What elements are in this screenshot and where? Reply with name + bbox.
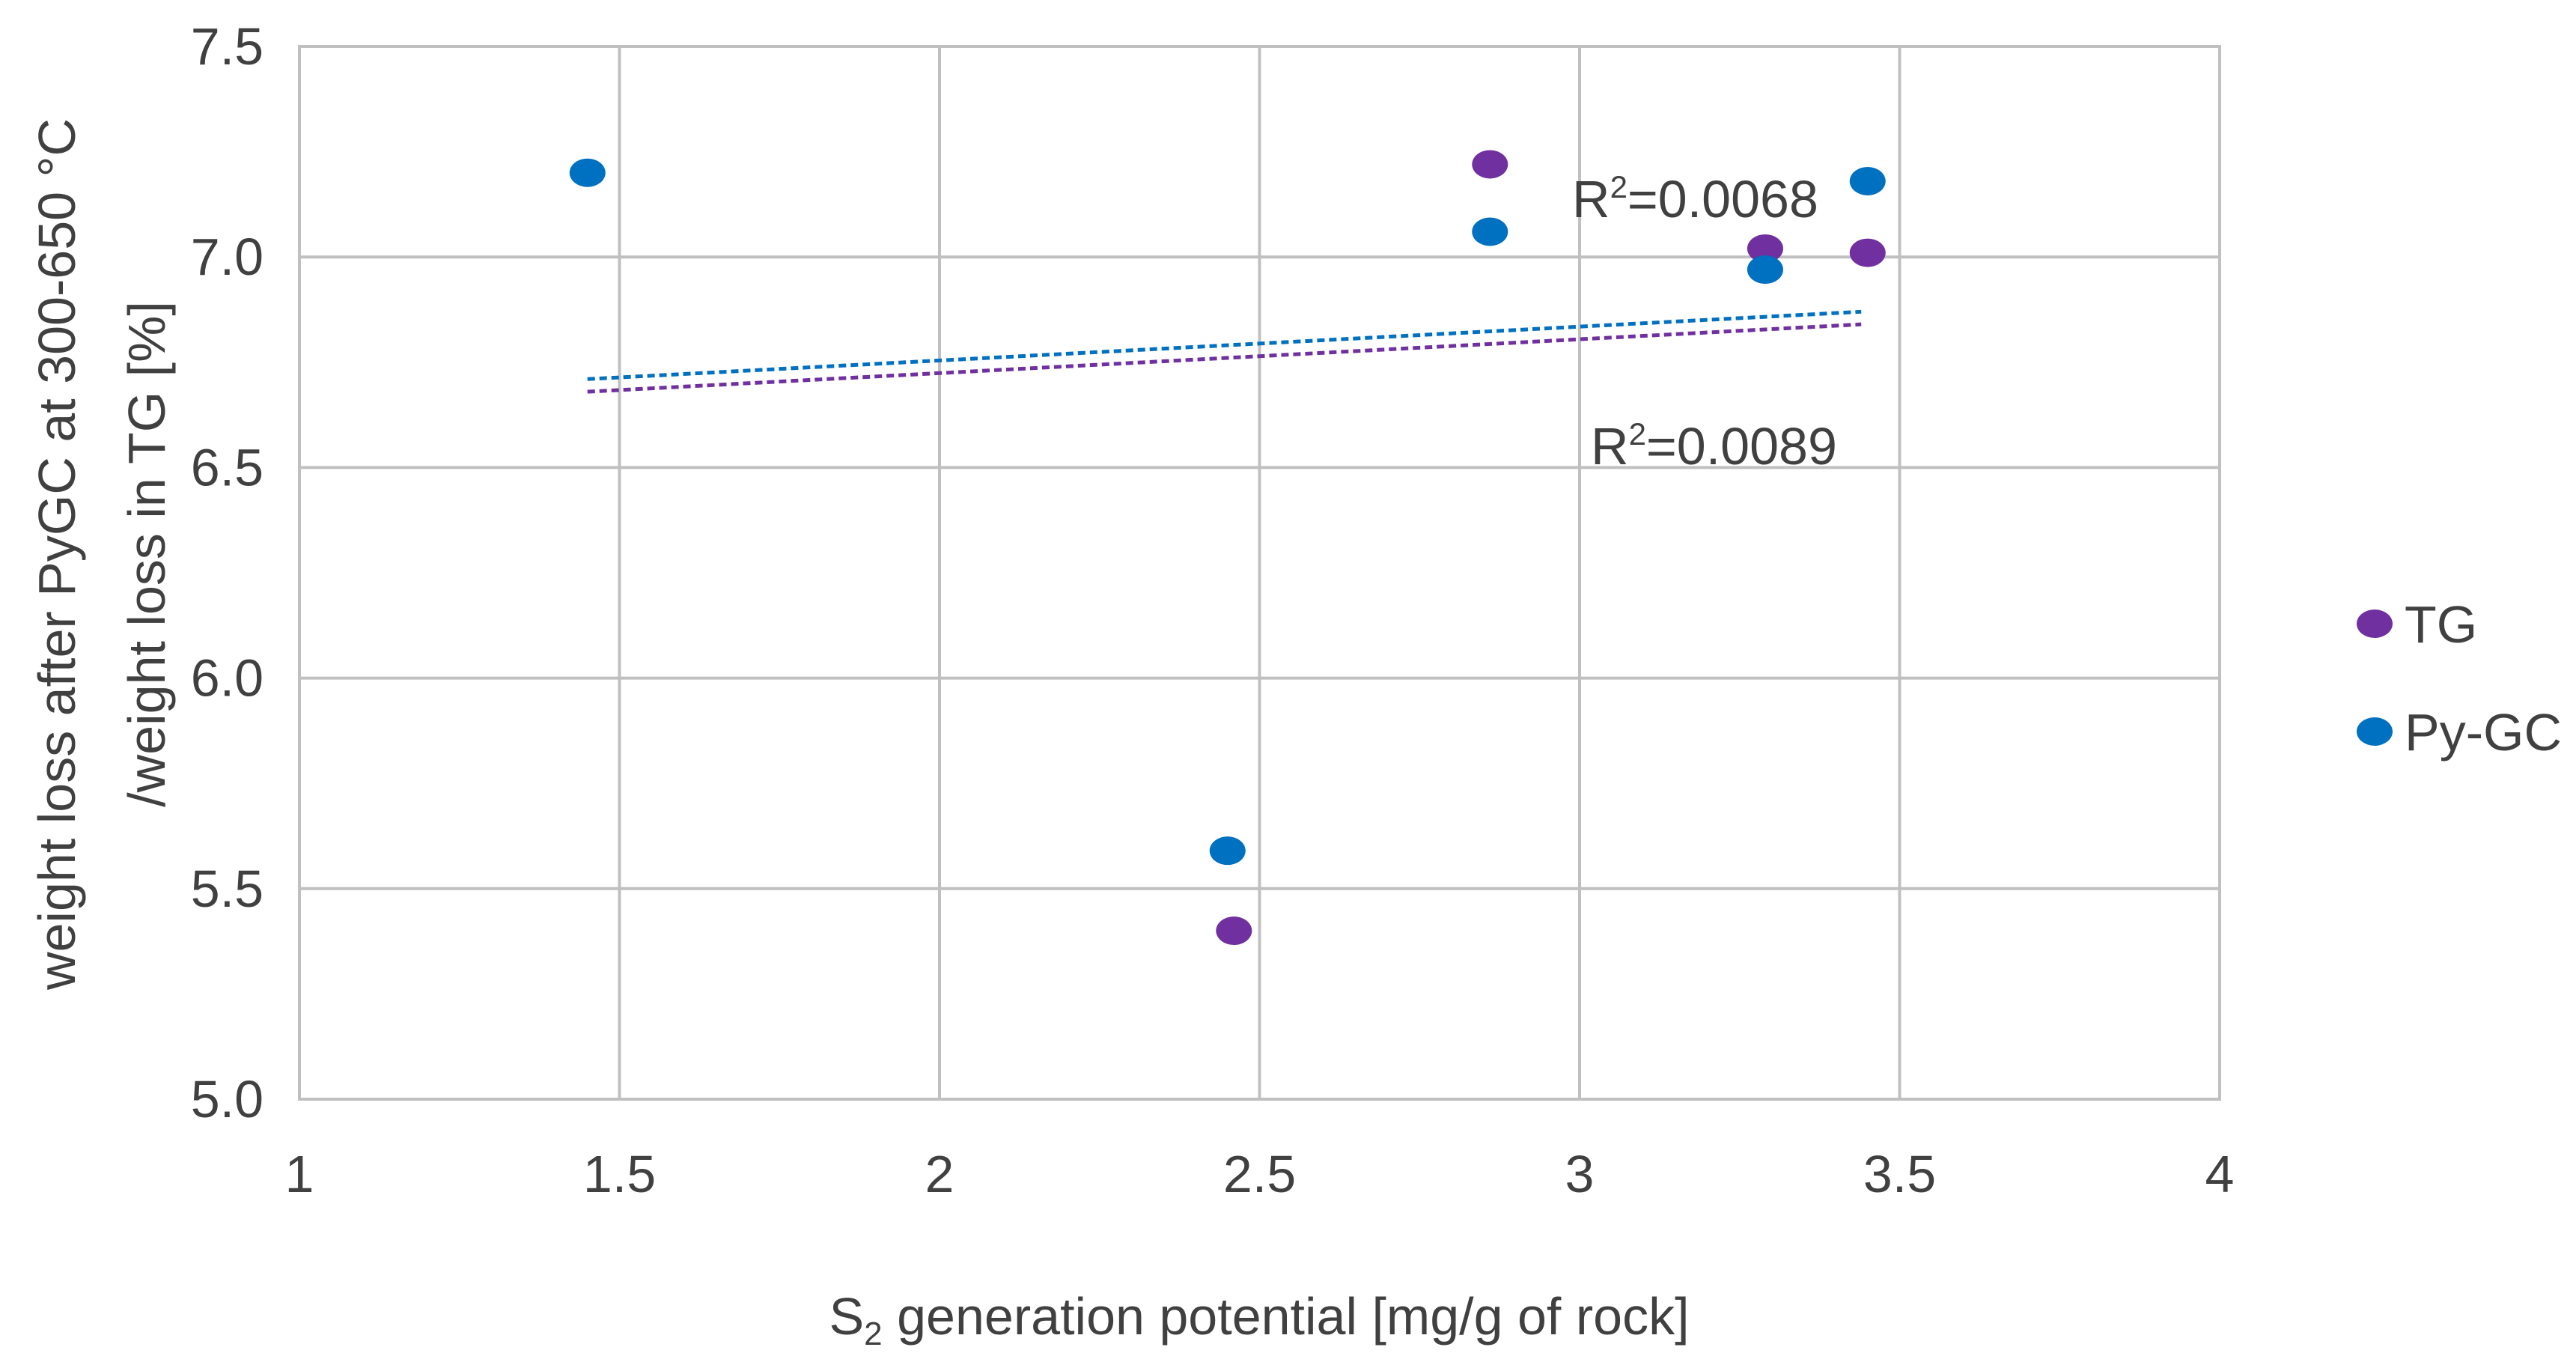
y-tick-label: 5.5 bbox=[191, 860, 264, 918]
y-axis-title-line2: /weight loss in TG [%] bbox=[118, 301, 176, 807]
x-tick-label: 2 bbox=[925, 1145, 954, 1203]
y-tick-label: 7.0 bbox=[191, 228, 264, 286]
x-axis-title-subscript: 2 bbox=[864, 1316, 882, 1352]
x-tick-label: 1.5 bbox=[583, 1145, 656, 1203]
trendlines bbox=[587, 309, 1862, 394]
plot-border bbox=[298, 45, 2221, 1101]
grid bbox=[298, 45, 2221, 1101]
legend-label: Py-GC bbox=[2405, 703, 2562, 762]
x-tick-label: 3 bbox=[1565, 1145, 1595, 1203]
r-squared-base: R bbox=[1572, 170, 1610, 228]
x-tick-label: 4 bbox=[2205, 1145, 2235, 1203]
x-tick-label: 3.5 bbox=[1863, 1145, 1936, 1203]
y-tick-label: 7.5 bbox=[191, 17, 264, 76]
x-axis-title-prefix: S bbox=[829, 1287, 864, 1346]
trendline-py-gc bbox=[587, 309, 1862, 381]
y-tick-label: 6.0 bbox=[191, 649, 264, 708]
x-axis-title: S2 generation potential [mg/g of rock] bbox=[829, 1287, 1689, 1352]
data-point-tg bbox=[1747, 234, 1783, 263]
data-point-py-gc bbox=[1209, 836, 1246, 866]
data-point-tg bbox=[1472, 150, 1508, 179]
data-point-py-gc bbox=[1472, 217, 1508, 246]
r-squared-label: R2=0.0068 bbox=[1572, 169, 1818, 228]
y-axis-title-line1: weight loss after PyGC at 300-650 °C bbox=[28, 118, 86, 991]
y-tick-label: 6.5 bbox=[191, 438, 264, 496]
r-squared-value: =0.0089 bbox=[1646, 417, 1837, 475]
legend: TG Py-GC bbox=[2357, 595, 2562, 762]
axes: 1 1.5 2 2.5 3 3.5 45.05.56.06.57.07.5S2 genera… bbox=[28, 17, 2234, 1352]
r-squared-superscript: 2 bbox=[1610, 169, 1627, 204]
data-point-tg bbox=[1216, 916, 1252, 946]
legend-marker bbox=[2357, 717, 2393, 746]
x-tick-label: 2.5 bbox=[1223, 1145, 1296, 1203]
data-point-tg bbox=[1849, 238, 1886, 267]
r-squared-label: R2=0.0089 bbox=[1591, 416, 1837, 475]
x-axis-title-rest: generation potential [mg/g of rock] bbox=[883, 1287, 1690, 1346]
trendline-tg bbox=[587, 322, 1862, 394]
data-point-py-gc bbox=[1849, 166, 1886, 195]
r-squared-value: =0.0068 bbox=[1627, 170, 1818, 228]
data-points bbox=[569, 150, 1886, 946]
y-tick-label: 5.0 bbox=[191, 1070, 264, 1128]
r-squared-base: R bbox=[1591, 417, 1629, 475]
legend-label: TG bbox=[2405, 595, 2477, 654]
data-point-py-gc bbox=[569, 158, 606, 187]
data-point-py-gc bbox=[1747, 255, 1783, 285]
r-squared-superscript: 2 bbox=[1629, 416, 1646, 452]
x-tick-label: 1 bbox=[285, 1145, 314, 1203]
legend-marker bbox=[2357, 609, 2393, 638]
